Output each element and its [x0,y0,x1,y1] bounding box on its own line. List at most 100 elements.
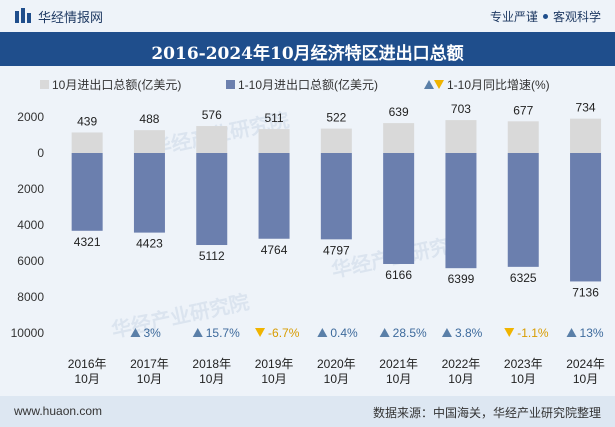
chart-plot: 2000020004000600080001000043943212016年10… [11,101,605,386]
growth-label: -6.7% [268,326,300,340]
data-label-monthly: 734 [576,101,596,115]
footer: www.huaon.com 数据来源：中国海关，华经产业研究院整理 [0,396,615,427]
growth-label: 13% [580,326,604,340]
top-bar: 华经情报网 专业严谨 客观科学 [0,0,615,32]
data-label-monthly: 677 [513,103,533,117]
chart-title: 2016-2024年10月经济特区进出口总额 [151,44,464,64]
data-label-cumulative: 5112 [199,249,225,263]
x-tick-label: 10月 [386,372,411,386]
growth-label: 0.4% [330,326,358,340]
data-label-monthly: 488 [139,112,159,126]
x-tick-label: 10月 [199,372,224,386]
y-tick-label: 0 [37,146,44,160]
growth-label: 28.5% [393,326,427,340]
x-tick-label: 2018年 [192,357,231,371]
x-tick-label: 2016年 [68,357,107,371]
x-tick-label: 10月 [324,372,349,386]
legend-label-cumulative: 1-10月进出口总额(亿美元) [238,78,379,92]
growth-label: 15.7% [206,326,240,340]
y-tick-label: 8000 [17,290,44,304]
slogan: 专业严谨 客观科学 [490,8,601,25]
bar-cumulative [445,153,477,269]
growth-up-marker [130,328,141,337]
x-tick-label: 10月 [74,372,99,386]
bar-cumulative [71,153,103,231]
data-label-cumulative: 7136 [572,285,599,299]
x-tick-label: 2024年 [566,357,605,371]
data-label-cumulative: 4423 [136,237,163,251]
x-tick-label: 10月 [448,372,473,386]
growth-down-marker [504,328,515,337]
data-label-cumulative: 6399 [448,272,475,286]
logo-icon [15,8,31,23]
bar-monthly [71,132,103,153]
y-tick-label: 4000 [17,218,44,232]
y-tick-label: 6000 [17,254,44,268]
bar-cumulative [570,153,602,282]
growth-up-marker [317,328,328,337]
growth-down-marker [255,328,266,337]
title-bar: 2016-2024年10月经济特区进出口总额 [0,32,615,66]
legend: 10月进出口总额(亿美元) 1-10月进出口总额(亿美元) 1-10月同比增速(… [0,74,615,94]
legend-item-cumulative: 1-10月进出口总额(亿美元) [226,76,378,93]
x-tick-label: 2019年 [255,357,294,371]
growth-up-marker [441,328,452,337]
bar-cumulative [507,153,539,267]
slogan-right: 客观科学 [552,10,601,24]
legend-item-growth: 1-10月同比增速(%) [424,76,550,93]
data-label-monthly: 511 [264,111,283,125]
growth-up-marker [192,328,203,337]
legend-label-monthly: 10月进出口总额(亿美元) [52,78,182,92]
legend-label-growth: 1-10月同比增速(%) [447,78,550,92]
legend-swatch-monthly [40,80,49,90]
data-label-monthly: 576 [202,108,222,122]
x-tick-label: 10月 [573,372,598,386]
bar-cumulative [383,153,415,264]
triangle-down-icon [434,80,444,90]
data-label-cumulative: 4764 [261,243,288,257]
data-label-monthly: 703 [451,102,471,116]
bar-cumulative [320,153,352,240]
bar-monthly [320,128,352,153]
bar-cumulative [133,153,165,233]
growth-up-marker [566,328,577,337]
triangle-up-icon [424,80,434,90]
legend-item-monthly: 10月进出口总额(亿美元) [40,76,181,93]
data-label-monthly: 522 [326,111,346,125]
y-tick-label: 2000 [17,110,44,124]
growth-label: 3.8% [455,326,483,340]
brand-name: 华经情报网 [38,10,104,25]
bar-cumulative [258,153,290,239]
footer-source: 数据来源：中国海关，华经产业研究院整理 [372,406,601,420]
bar-monthly [445,120,477,153]
bar-monthly [133,130,165,153]
x-tick-label: 2023年 [504,357,543,371]
bar-monthly [507,121,539,153]
x-tick-label: 2021年 [379,357,418,371]
data-label-monthly: 439 [77,114,97,128]
x-tick-label: 10月 [511,372,536,386]
bar-monthly [196,126,228,153]
bar-monthly [258,129,290,153]
x-tick-label: 2017年 [130,357,169,371]
bar-monthly [383,123,415,153]
data-label-cumulative: 4797 [323,243,350,257]
growth-label: 3% [143,326,161,340]
x-tick-label: 10月 [137,372,162,386]
data-label-monthly: 639 [389,105,409,119]
growth-up-marker [379,328,390,337]
slogan-left: 专业严谨 [489,10,538,24]
y-tick-label: 10000 [11,326,45,340]
x-tick-label: 2022年 [442,357,481,371]
growth-label: -1.1% [517,326,549,340]
x-tick-label: 2020年 [317,357,356,371]
bar-cumulative [196,153,228,246]
dot-separator-icon [542,14,548,20]
bar-monthly [570,118,602,153]
data-label-cumulative: 6166 [385,268,412,282]
x-tick-label: 10月 [261,372,286,386]
data-label-cumulative: 6325 [510,271,537,285]
data-label-cumulative: 4321 [74,235,101,249]
y-tick-label: 2000 [17,182,44,196]
footer-site: www.huaon.com [14,404,103,418]
